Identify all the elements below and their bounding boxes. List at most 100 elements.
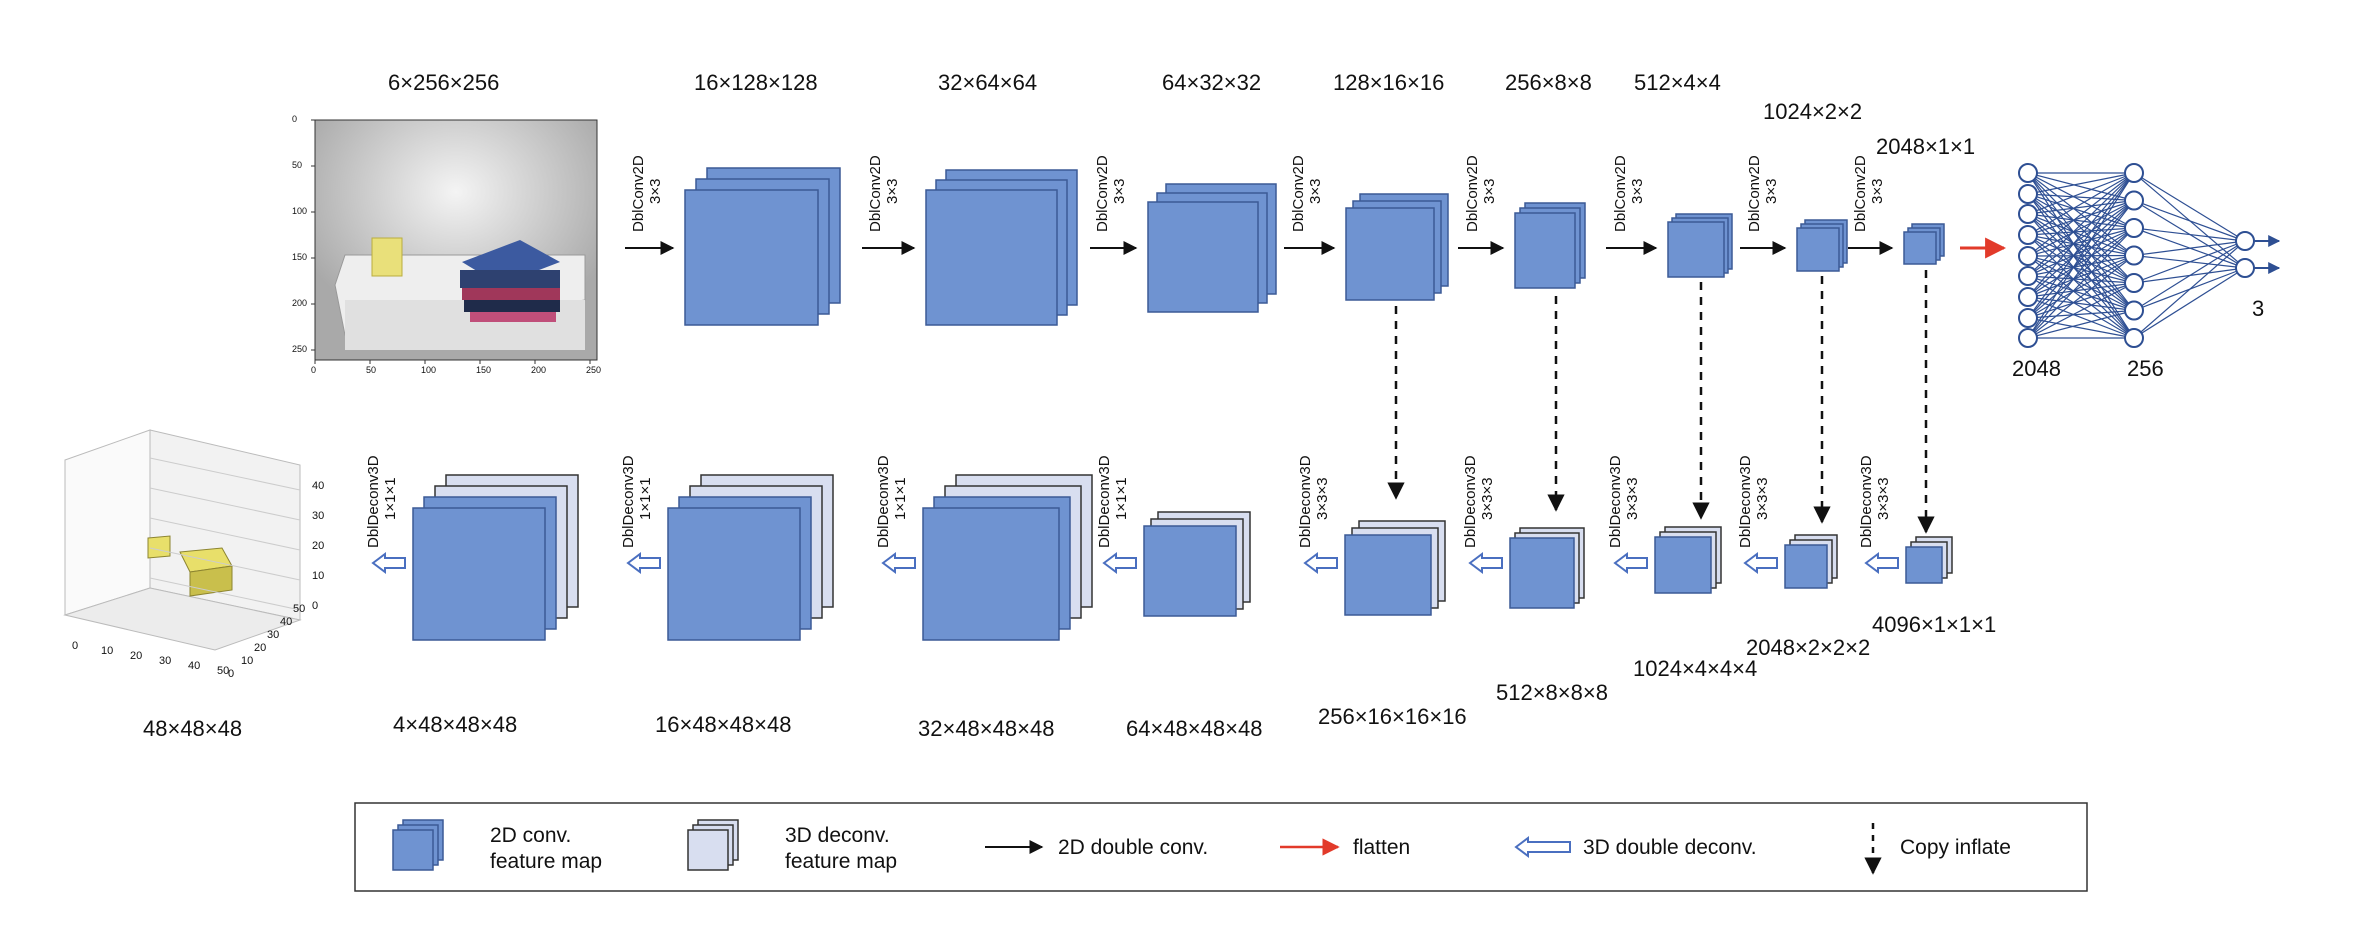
encoder-dim-label: 256×8×8 <box>1505 70 1592 95</box>
decoder-dim-label: 4096×1×1×1 <box>1872 612 1997 637</box>
deconv-op-label: DblDeconv3D <box>1858 455 1875 548</box>
mlp-edge <box>2027 317 2135 339</box>
mlp-edge <box>2027 309 2135 339</box>
mlp-edge <box>2027 193 2135 229</box>
conv-layer <box>1143 525 1237 617</box>
plot-x-tick-label: 50 <box>217 665 230 677</box>
legend-copy-inflate-label: Copy inflate <box>1900 836 2011 859</box>
output-voxel-plot <box>63 429 302 651</box>
decoder-dim-label: 16×48×48×48 <box>655 712 792 737</box>
conv-layer <box>412 507 546 641</box>
deconv-kernel-label: 3×3×3 <box>1875 477 1892 520</box>
plot-x-tick-label: 20 <box>130 650 143 662</box>
deconv-kernel-label: 1×1×1 <box>382 477 399 520</box>
plot-y-tick-label: 20 <box>254 642 267 654</box>
deconv-kernel-label: 3×3×3 <box>1314 477 1331 520</box>
deconv-op-label: DblDeconv3D <box>1462 455 1479 548</box>
mlp-node-hidden <box>2124 273 2144 293</box>
mlp-edge <box>2027 254 2135 277</box>
deconv-arrow <box>881 552 916 574</box>
deconv-op-label: DblDeconv3D <box>1737 455 1754 548</box>
deconv-kernel-label: 3×3×3 <box>1479 477 1496 520</box>
decoder-dim-label: 64×48×48×48 <box>1126 716 1263 741</box>
mlp-edge <box>2027 200 2135 319</box>
conv-layer <box>1509 537 1575 609</box>
plot-grid-line <box>149 577 301 611</box>
encoder-feature-map-8 <box>1903 223 1945 265</box>
output-dim-label: 48×48×48 <box>143 716 243 741</box>
plot-grid-line <box>149 517 301 551</box>
encoder-feature-map-7 <box>1796 219 1848 272</box>
plot-x-tick-label: 10 <box>101 645 114 657</box>
decoder-feature-map-3 <box>1654 526 1722 594</box>
legend-deconv-map-label: 3D deconv. feature map <box>785 824 898 873</box>
decoder-dim-label: 32×48×48×48 <box>918 716 1055 741</box>
conv-layer <box>1905 546 1943 584</box>
book-stack <box>460 240 560 322</box>
conv-kernel-label: 3×3 <box>1481 178 1498 204</box>
plot-z-tick-label: 40 <box>312 480 325 492</box>
conv-kernel-label: 3×3 <box>647 178 664 204</box>
mlp-edge <box>2133 199 2246 242</box>
mlp-node-input <box>2018 184 2038 204</box>
mlp-node-hidden <box>2124 245 2144 266</box>
deconv-op-label: DblDeconv3D <box>1607 455 1624 548</box>
conv-op-label: DblConv2D <box>1852 155 1869 232</box>
mlp-network <box>2018 163 2281 348</box>
copy-inflate-arrows <box>1387 270 1935 534</box>
deconv-arrow <box>371 552 406 574</box>
conv-kernel-label: 3×3 <box>1869 178 1886 204</box>
mlp-node-output <box>2235 258 2255 278</box>
encoder-feature-map-3 <box>1147 183 1277 313</box>
mlp-node-hidden <box>2124 190 2144 211</box>
mlp-node-input <box>2018 266 2038 286</box>
plot-x-tick-label: 0 <box>72 640 79 652</box>
mlp-edge <box>2027 172 2135 298</box>
deconv-arrow <box>1102 552 1137 574</box>
mlp-node-input <box>2018 163 2038 183</box>
deconv-arrow <box>1743 552 1778 574</box>
encoder-feature-map-5 <box>1514 202 1586 289</box>
mlp-edge <box>2027 200 2135 339</box>
mlp-node-hidden <box>2124 163 2144 183</box>
deconv-arrow <box>1303 552 1338 574</box>
mlp-edge <box>2027 199 2135 236</box>
image-x-tick-label: 250 <box>586 365 602 375</box>
plot-z-tick-label: 30 <box>312 510 325 522</box>
conv-kernel-label: 3×3 <box>1111 178 1128 204</box>
decoder-dim-label: 2048×2×2×2 <box>1746 635 1871 660</box>
mlp-edge <box>2027 309 2135 319</box>
encoder-feature-map-4 <box>1345 193 1449 301</box>
encoder-dim-label: 128×16×16 <box>1333 70 1445 95</box>
mlp-edge <box>2027 227 2135 319</box>
mlp-node-hidden <box>2124 218 2144 238</box>
mlp-edge <box>2027 172 2135 257</box>
mlp-edge <box>2027 227 2135 236</box>
mlp-edge <box>2027 172 2135 202</box>
image-x-tick-label: 0 <box>311 365 317 375</box>
decoder-dim-label: 1024×4×4×4 <box>1633 656 1758 681</box>
legend-conv-map-label: 2D conv. feature map <box>490 824 603 873</box>
plot-y-tick-label: 10 <box>241 655 254 667</box>
decoder-dim-label: 256×16×16×16 <box>1318 704 1467 729</box>
deconv-op-label: DblDeconv3D <box>1096 455 1113 548</box>
decoder-feature-map-2 <box>1784 534 1838 589</box>
mlp-node-input <box>2018 246 2038 266</box>
mlp-edge <box>2027 227 2135 298</box>
deconv-kernel-label: 3×3×3 <box>1624 477 1641 520</box>
encoder-feature-map-4-layer <box>1345 207 1435 301</box>
mlp-edge <box>2133 267 2246 339</box>
mlp-edge <box>2133 172 2246 242</box>
mlp-edge <box>2027 255 2135 339</box>
decoder-deconv-arrows <box>371 552 1899 574</box>
image-x-tick-label: 150 <box>476 365 492 375</box>
mlp-edge <box>2027 213 2135 229</box>
encoder-feature-map-6 <box>1667 213 1733 278</box>
mlp-edge <box>2027 254 2135 298</box>
image-x-tick-label: 100 <box>421 365 437 375</box>
encoder-feature-map-3-layer <box>1147 201 1259 313</box>
mlp-edge <box>2027 282 2135 319</box>
plot-y-tick-label: 30 <box>267 629 280 641</box>
mlp-edge <box>2027 275 2135 339</box>
